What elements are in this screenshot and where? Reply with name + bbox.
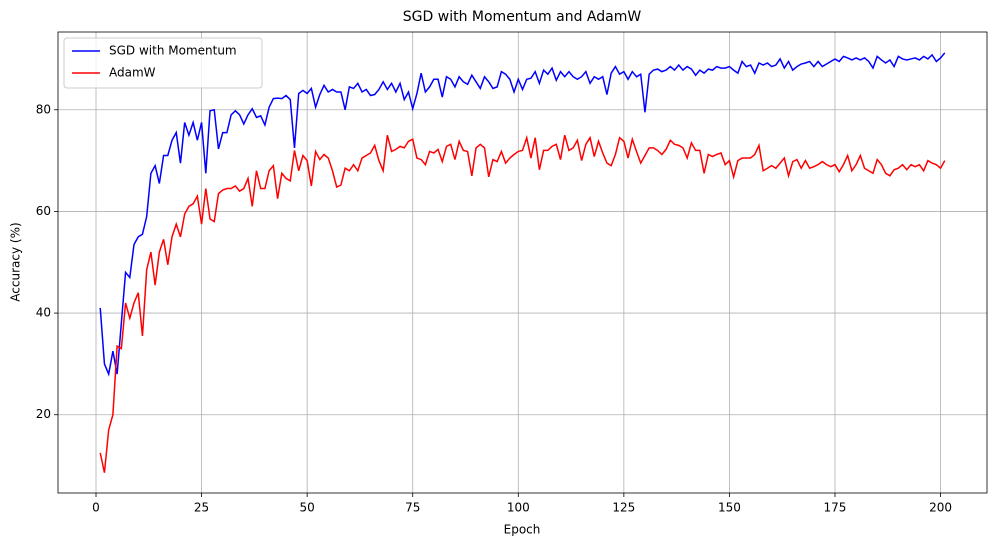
y-tick-label: 40 <box>36 306 51 320</box>
x-tick-label: 50 <box>300 501 315 515</box>
y-tick-label: 60 <box>36 204 51 218</box>
y-tick-label: 20 <box>36 407 51 421</box>
x-tick-label: 175 <box>824 501 847 515</box>
line-series <box>99 52 946 377</box>
x-tick-label: 75 <box>405 501 420 515</box>
x-tick-label: 125 <box>612 501 635 515</box>
x-tick-label: 200 <box>929 501 952 515</box>
x-axis-label: Epoch <box>504 523 541 537</box>
x-tick-label: 150 <box>718 501 741 515</box>
y-tick-label: 80 <box>36 102 51 116</box>
legend-box <box>63 37 263 89</box>
y-axis-label: Accuracy (%) <box>9 222 23 301</box>
x-tick-label: 100 <box>507 501 530 515</box>
x-tick-label: 0 <box>92 501 100 515</box>
line-series <box>99 134 946 473</box>
legend-label: SGD with Momentum <box>109 44 237 58</box>
plot-frame <box>57 31 988 494</box>
chart-title: SGD with Momentum and AdamW <box>403 9 642 25</box>
legend-label: AdamW <box>109 66 156 80</box>
x-tick-label: 25 <box>194 501 209 515</box>
